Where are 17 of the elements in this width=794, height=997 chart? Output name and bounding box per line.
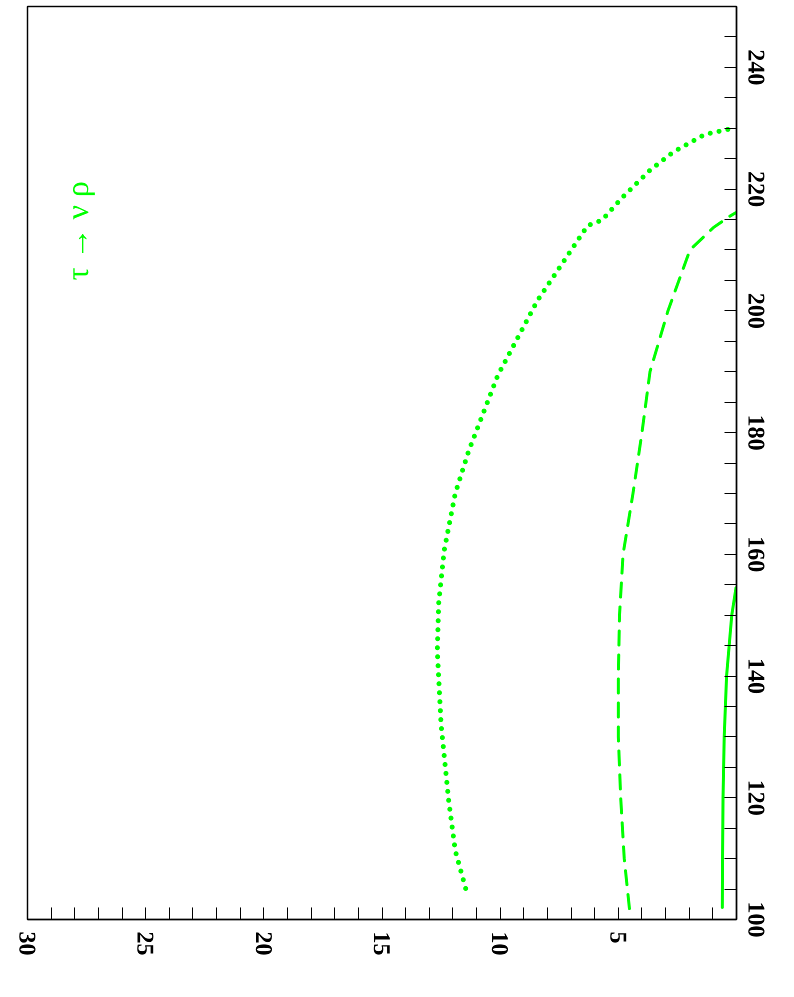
y-tick-label: 120 [742, 780, 768, 816]
line-series [720, 586, 736, 909]
x-tick-label: 20 [250, 932, 276, 956]
x-tick-label: 15 [368, 932, 394, 956]
y-tick-label: 140 [742, 658, 768, 694]
y-tick-label: 100 [742, 902, 768, 938]
x-tick-label: 30 [14, 932, 40, 956]
y-tick-label: 240 [742, 49, 768, 86]
y-tick-label: 200 [742, 292, 768, 329]
y-tick-label: 180 [742, 414, 768, 451]
annotation: τ → ν ρ [59, 181, 96, 280]
x-tick-label: 5 [604, 932, 630, 944]
y-tick-label: 160 [742, 536, 768, 572]
line-series [616, 210, 736, 910]
x-tick-label: 25 [132, 932, 158, 956]
x-tick-label: 10 [486, 932, 512, 956]
y-tick-label: 220 [742, 171, 768, 208]
